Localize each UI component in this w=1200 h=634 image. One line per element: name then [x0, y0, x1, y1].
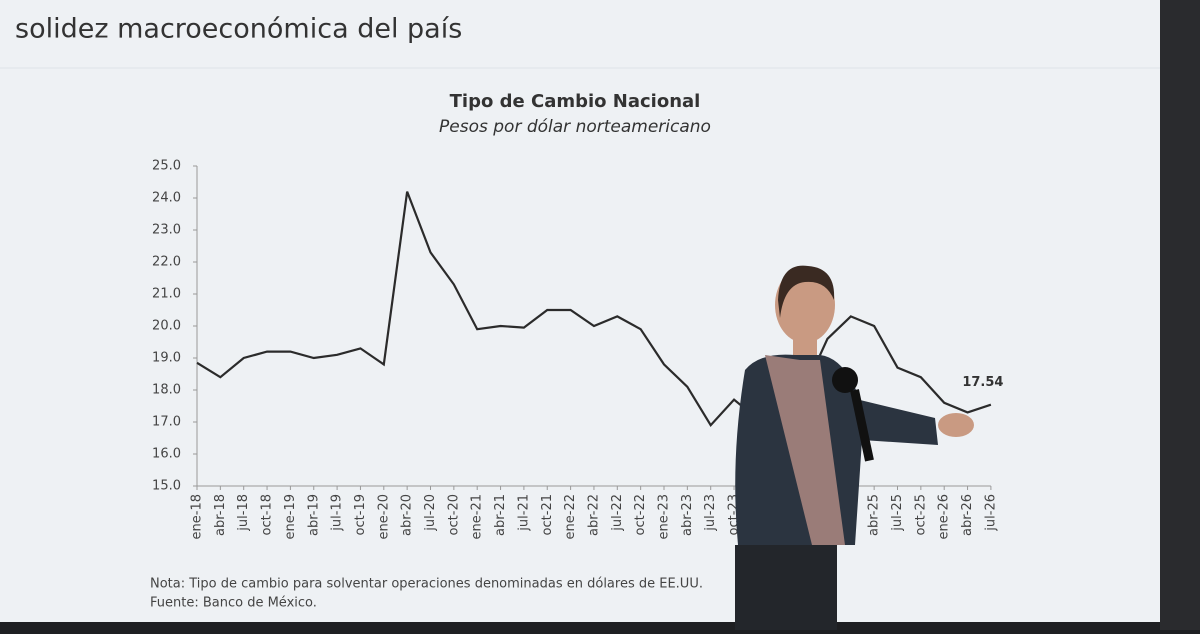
x-tick-label: ene-19 [283, 494, 298, 539]
x-tick-label: jul-23 [703, 494, 718, 532]
y-tick-label: 19.0 [152, 351, 181, 366]
x-tick-label: abr-26 [960, 494, 975, 536]
y-tick-label: 18.0 [152, 383, 181, 398]
screen-border [1160, 0, 1200, 630]
chart-subtitle: Pesos por dólar norteamericano [439, 117, 711, 137]
plot: 15.0 16.0 17.0 18.0 19.0 20.0 21.0 22.0 23.0 24.0… [152, 159, 1003, 540]
x-tick-label: abr-21 [493, 494, 508, 536]
x-tick-label: abr-23 [680, 494, 695, 536]
y-tick-label: 16.0 [152, 447, 181, 462]
x-tick-label: ene-23 [657, 494, 672, 539]
x-tick-label: jul-18 [236, 494, 251, 532]
x-tick-label: jul-20 [423, 494, 438, 532]
y-tick-label: 21.0 [152, 287, 181, 302]
x-tick-label: jul-19 [330, 494, 345, 532]
y-tick-label: 15.0 [152, 479, 181, 494]
header: solidez macroeconómica del país [15, 14, 462, 45]
x-tick-label: jul-26 [983, 494, 998, 532]
x-tick-label: oct-20 [446, 494, 461, 535]
x-tick-label: oct-22 [633, 494, 648, 535]
y-tick-label: 22.0 [152, 255, 181, 270]
y-tick-label: 17.0 [152, 415, 181, 430]
note: Nota: Tipo de cambio para solventar oper… [150, 577, 703, 592]
x-tick-label: ene-26 [937, 494, 952, 539]
x-tick-label: ene-20 [376, 494, 391, 539]
line-series [196, 191, 992, 437]
x-tick-label: oct-18 [260, 494, 275, 535]
x-tick-label: oct-19 [353, 494, 368, 535]
x-tick-label: jul-22 [610, 494, 625, 532]
x-tick-label: oct-21 [540, 494, 555, 535]
x-tick-label: ene-21 [470, 494, 485, 539]
x-tick-label: abr-22 [586, 494, 601, 536]
y-tick-label: 24.0 [152, 191, 181, 206]
y-tick-label: 25.0 [152, 159, 181, 174]
chart-title: Tipo de Cambio Nacional [450, 91, 701, 112]
x-tick-label: ene-22 [563, 494, 578, 539]
x-tick-label: jul-21 [516, 494, 531, 532]
x-tick-label: oct-25 [913, 494, 928, 535]
x-tick-label: abr-18 [213, 494, 228, 536]
x-tick-label: ene-18 [190, 494, 205, 539]
x-tick-label: jul-25 [890, 494, 905, 532]
source: Fuente: Banco de México. [150, 596, 317, 611]
y-tick-label: 20.0 [152, 319, 181, 334]
y-tick-label: 23.0 [152, 223, 181, 238]
screen [0, 0, 1160, 622]
x-tick-label: abr-19 [306, 494, 321, 536]
presenter [735, 265, 974, 630]
data-label: 17.54 [962, 375, 1003, 390]
x-tick-label: abr-20 [400, 494, 415, 536]
x-tick-label: abr-25 [867, 494, 882, 536]
